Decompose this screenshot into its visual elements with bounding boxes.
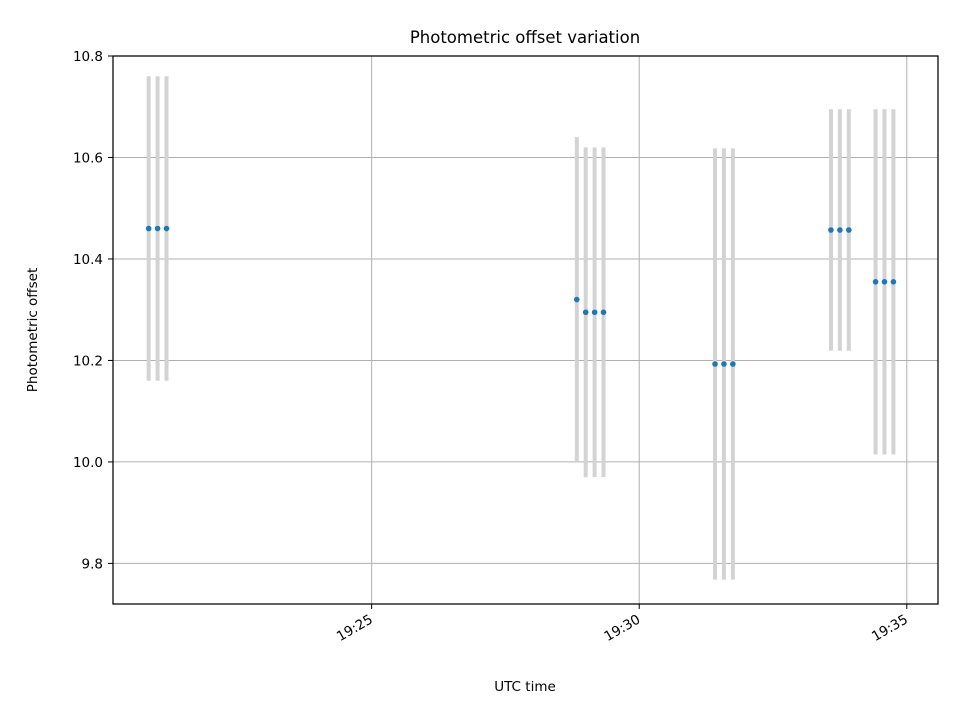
data-point — [881, 278, 888, 285]
y-axis-ticks: 9.8 10.0 10.2 10.4 10.6 10.8 — [73, 49, 113, 572]
data-point — [163, 225, 170, 232]
data-point — [573, 296, 580, 303]
y-tick-label: 10.6 — [73, 150, 103, 166]
y-tick-label: 10.8 — [73, 49, 103, 65]
data-point — [712, 361, 718, 367]
data-point — [600, 309, 607, 316]
data-point — [846, 227, 852, 233]
data-point — [721, 361, 727, 367]
data-points — [145, 225, 897, 367]
data-point — [154, 225, 161, 232]
y-axis-label: Photometric offset — [25, 268, 41, 392]
y-tick-label: 9.8 — [82, 556, 103, 572]
plot-frame — [112, 55, 939, 605]
data-point — [145, 225, 152, 232]
y-tick-label: 10.0 — [73, 455, 103, 471]
chart-title: Photometric offset variation — [410, 28, 640, 47]
data-point — [872, 278, 879, 285]
data-point — [837, 227, 843, 233]
data-point — [730, 361, 736, 367]
data-point — [591, 309, 598, 316]
data-point — [582, 309, 589, 316]
y-tick-label: 10.2 — [73, 353, 103, 369]
x-axis-label: UTC time — [494, 679, 556, 695]
data-point — [828, 227, 834, 233]
y-tick-label: 10.4 — [73, 252, 103, 268]
data-point — [890, 278, 897, 285]
